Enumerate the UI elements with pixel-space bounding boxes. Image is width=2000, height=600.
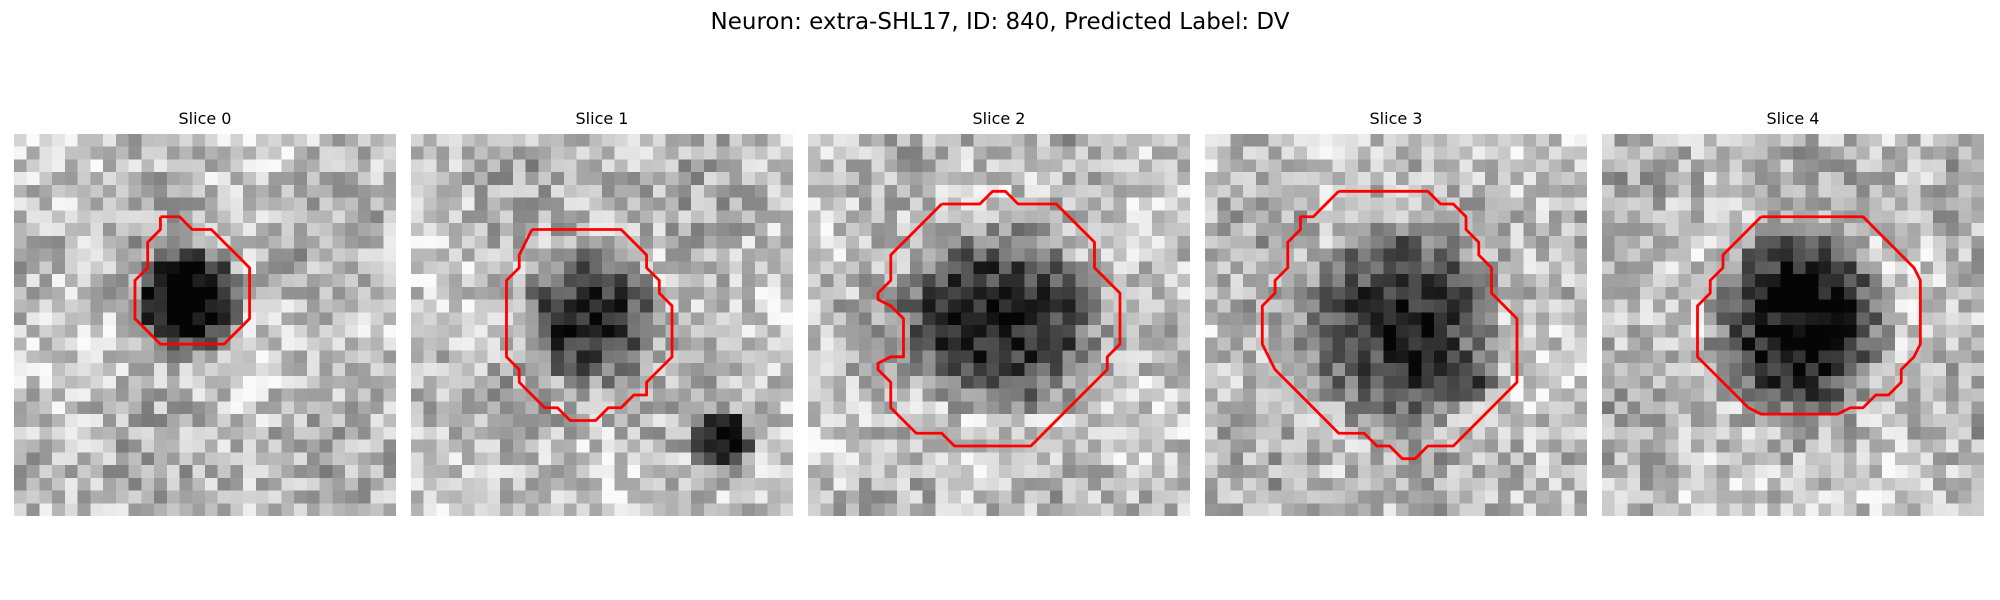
slice-panel-4: Slice 4 [1602,108,1984,524]
grayscale-pixel-grid [14,134,396,516]
slice-title: Slice 0 [14,108,396,130]
slice-image [808,134,1190,516]
slice-title: Slice 1 [411,108,793,130]
slice-panel-3: Slice 3 [1205,108,1587,524]
slice-image [1602,134,1984,516]
slice-panel-2: Slice 2 [808,108,1190,524]
grayscale-pixel-grid [411,134,793,516]
slice-title: Slice 4 [1602,108,1984,130]
slice-panel-1: Slice 1 [411,108,793,524]
slice-image [14,134,396,516]
slice-image [411,134,793,516]
grayscale-pixel-grid [1602,134,1984,516]
slice-image [1205,134,1587,516]
figure-title: Neuron: extra-SHL17, ID: 840, Predicted … [0,6,2000,38]
slice-panel-0: Slice 0 [14,108,396,524]
slice-title: Slice 2 [808,108,1190,130]
slice-title: Slice 3 [1205,108,1587,130]
